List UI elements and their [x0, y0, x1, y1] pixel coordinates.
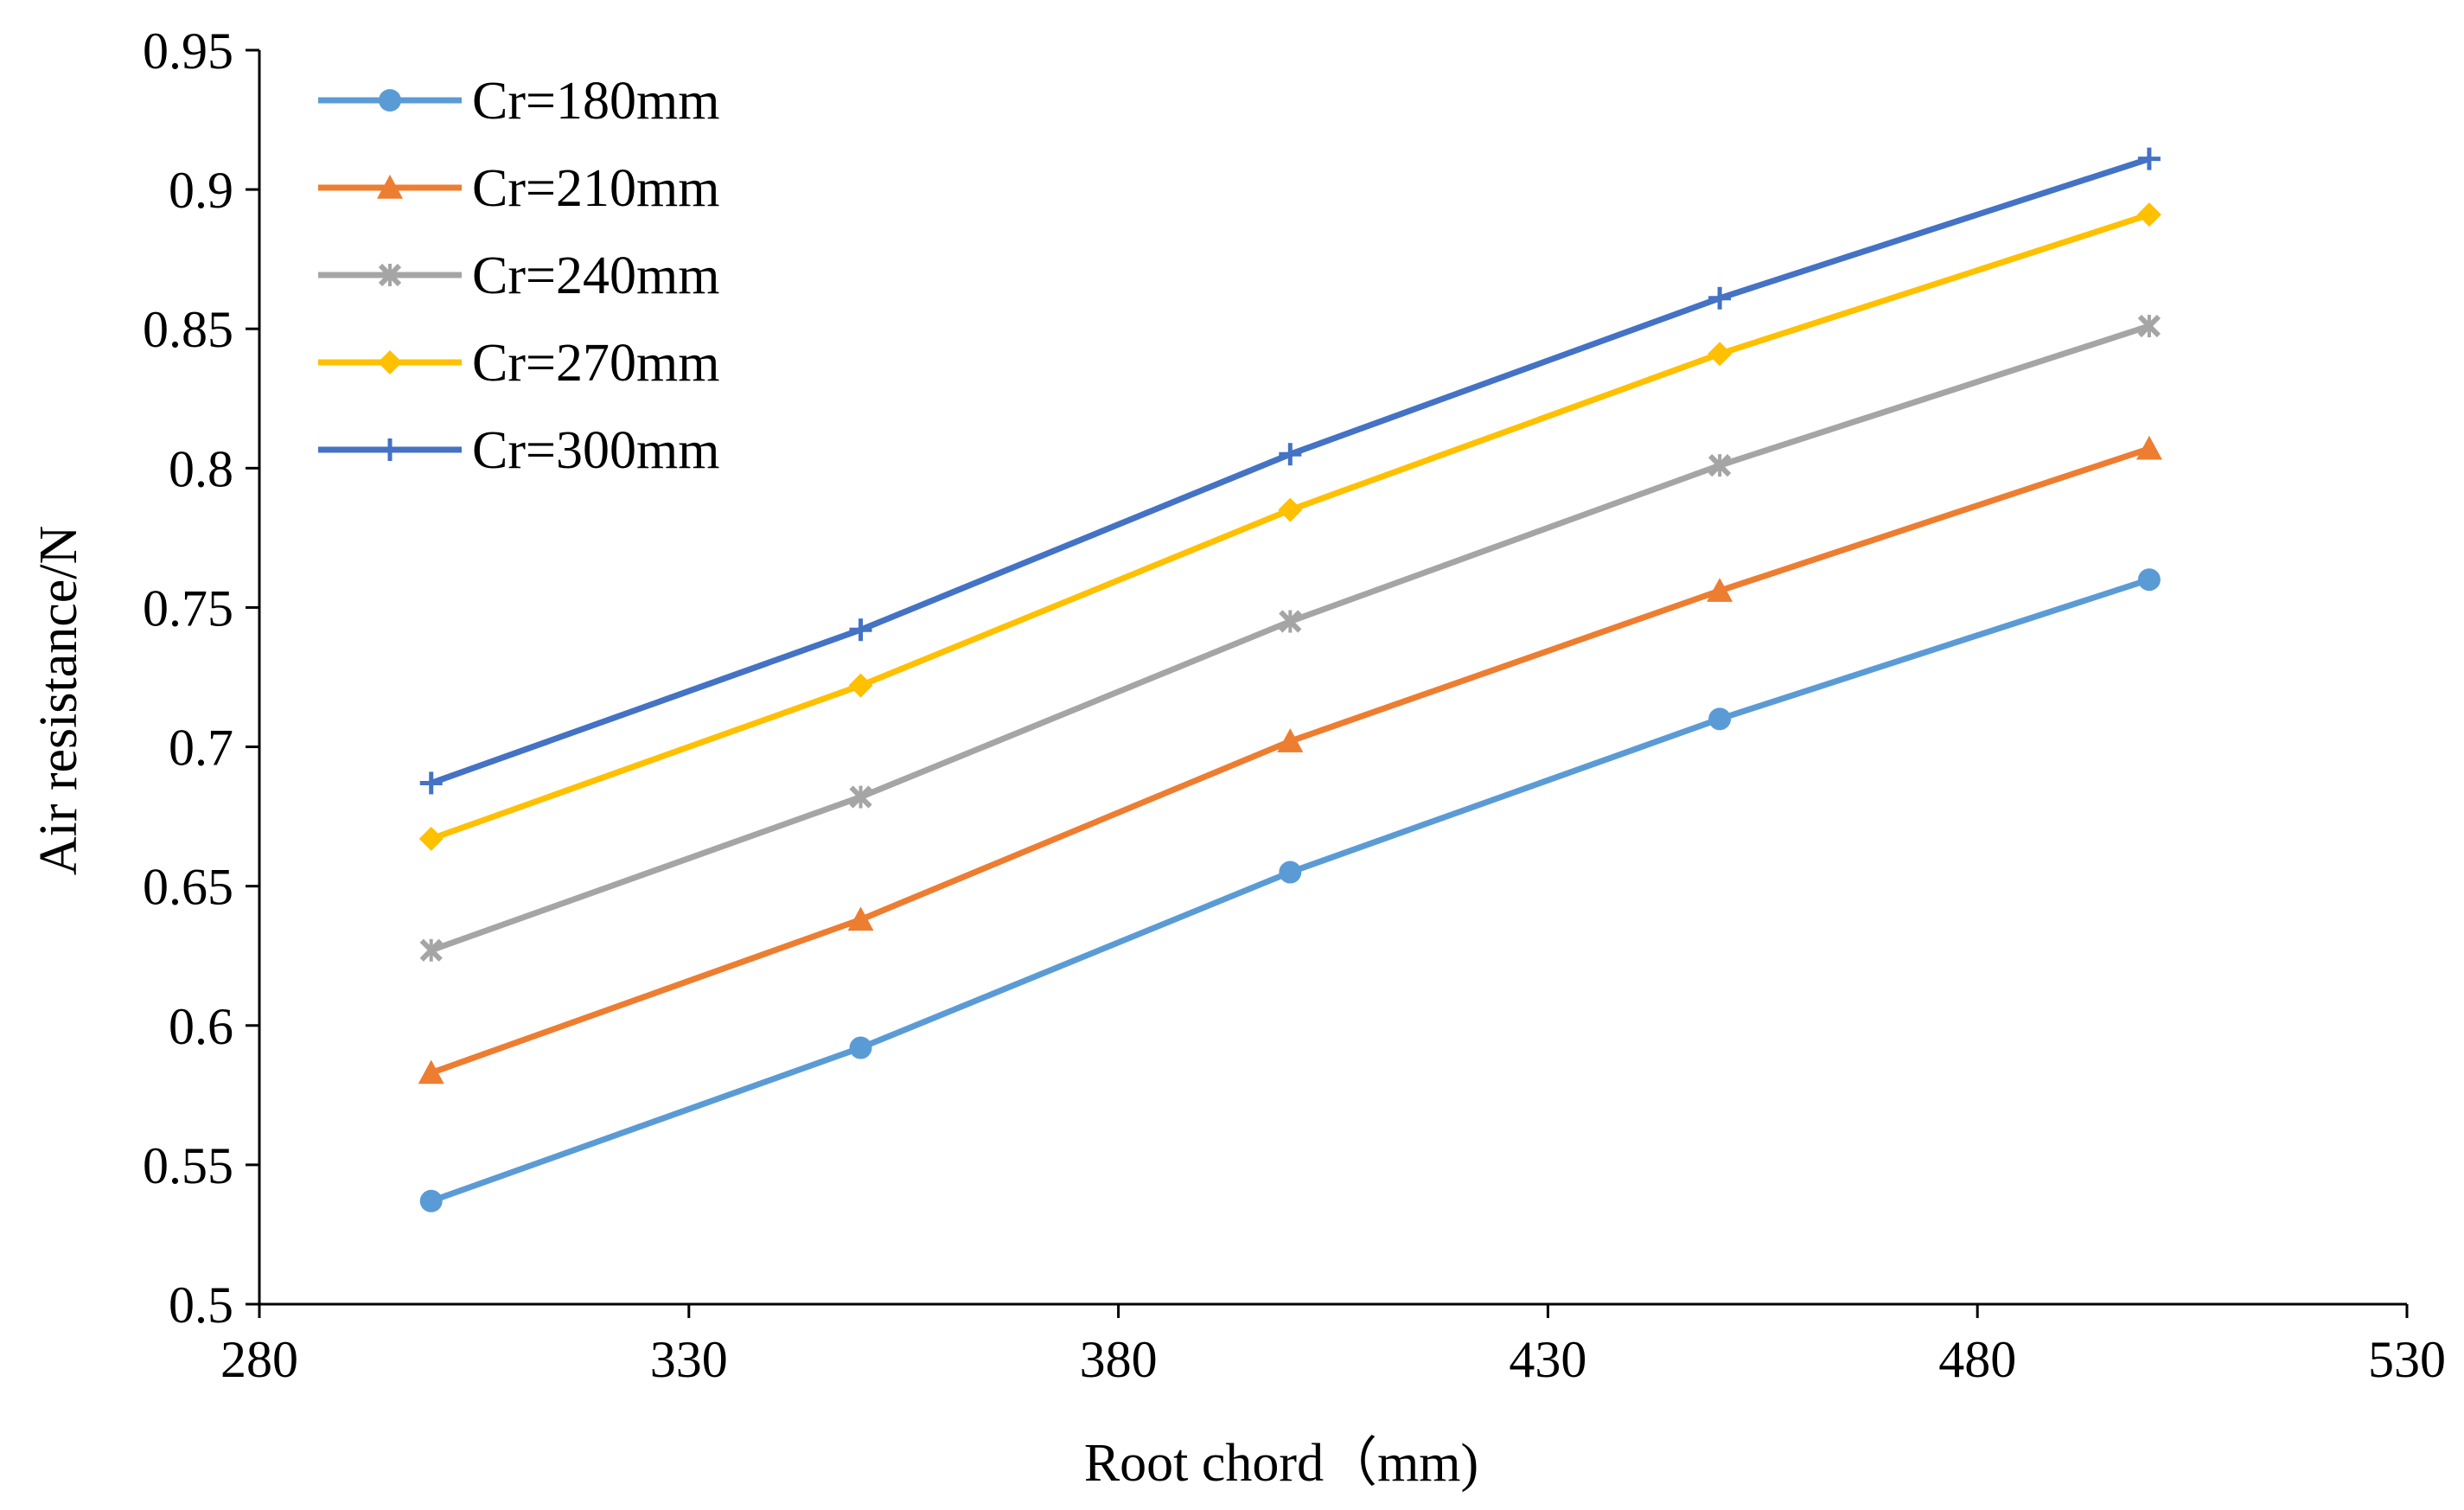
- legend-label: Cr=300mm: [472, 421, 719, 480]
- data-point-cr-300mm: [849, 618, 872, 642]
- data-point-cr-240mm: [849, 785, 872, 809]
- legend-label: Cr=270mm: [472, 334, 719, 393]
- y-tick-label: 0.9: [169, 162, 233, 219]
- x-tick-label: 380: [1080, 1331, 1158, 1388]
- series-cr-300mm: [419, 147, 2161, 795]
- x-tick-label: 530: [2368, 1331, 2446, 1388]
- x-tick-label: 330: [650, 1331, 728, 1388]
- y-tick-label: 0.7: [169, 720, 233, 777]
- legend-label: Cr=210mm: [472, 159, 719, 218]
- data-point-cr-180mm: [1708, 707, 1732, 731]
- legend-marker: [379, 438, 401, 461]
- chart-axes: 0.5 0.55 0.6 0.65 0.7 0.75 0.8 0.85 0.9 0.95 280 33…: [143, 22, 2446, 1388]
- data-point-cr-180mm: [2137, 568, 2161, 592]
- legend-item-cr-180mm: Cr=180mm: [318, 72, 719, 131]
- y-tick-label: 0.55: [143, 1137, 233, 1194]
- data-point-cr-300mm: [2137, 147, 2161, 170]
- y-tick-label: 0.85: [143, 301, 233, 358]
- data-point-cr-210mm: [1277, 728, 1304, 752]
- y-tick-label: 0.65: [143, 859, 233, 916]
- data-point-cr-300mm: [1279, 443, 1302, 466]
- y-axis-title: Air resistance/N: [29, 526, 88, 876]
- chart-series: [418, 147, 2162, 1212]
- data-point-cr-240mm: [419, 938, 443, 962]
- data-point-cr-300mm: [1708, 286, 1732, 310]
- legend-marker: [379, 89, 401, 112]
- data-point-cr-180mm: [1279, 861, 1302, 884]
- series-cr-210mm: [418, 435, 2162, 1085]
- series-line-cr-210mm: [428, 445, 2153, 1077]
- y-tick-label: 0.5: [169, 1276, 233, 1334]
- legend-item-cr-270mm: Cr=270mm: [318, 334, 719, 393]
- x-axis-title: Root chord（mm): [1084, 1434, 1478, 1493]
- series-line-cr-240mm: [428, 323, 2153, 954]
- data-point-cr-210mm: [1707, 578, 1733, 602]
- data-point-cr-240mm: [1708, 453, 1732, 477]
- data-point-cr-210mm: [418, 1059, 444, 1085]
- data-point-cr-240mm: [1279, 610, 1302, 633]
- data-point-cr-210mm: [2135, 435, 2162, 460]
- data-point-cr-270mm: [848, 673, 873, 698]
- legend-label: Cr=180mm: [472, 72, 719, 131]
- y-tick-label: 0.75: [143, 579, 233, 637]
- legend-item-cr-240mm: Cr=240mm: [318, 246, 719, 305]
- series-cr-270mm: [418, 202, 2161, 851]
- series-cr-180mm: [419, 568, 2161, 1212]
- legend-label: Cr=240mm: [472, 246, 719, 305]
- y-tick-label: 0.6: [169, 998, 233, 1055]
- data-point-cr-270mm: [418, 826, 444, 851]
- data-point-cr-180mm: [419, 1189, 443, 1212]
- data-point-cr-270mm: [1708, 342, 1733, 367]
- legend-marker: [378, 350, 402, 374]
- legend-item-cr-210mm: Cr=210mm: [318, 159, 719, 218]
- x-tick-label: 480: [1938, 1331, 2016, 1388]
- data-point-cr-240mm: [2137, 314, 2161, 338]
- legend-marker: [378, 263, 402, 287]
- data-point-cr-270mm: [2136, 202, 2161, 227]
- chart-legend: Cr=180mm Cr=210mm Cr=240mm Cr=270mm Cr=300mm: [318, 72, 719, 480]
- legend-item-cr-300mm: Cr=300mm: [318, 421, 719, 480]
- series-cr-240mm: [419, 314, 2161, 962]
- legend-marker: [377, 175, 403, 199]
- data-point-cr-210mm: [847, 906, 874, 931]
- y-tick-label: 0.95: [143, 22, 233, 80]
- x-tick-label: 280: [220, 1331, 298, 1388]
- data-point-cr-180mm: [849, 1036, 872, 1059]
- series-line-cr-180mm: [428, 576, 2153, 1205]
- y-tick-label: 0.8: [169, 440, 233, 497]
- data-point-cr-300mm: [419, 771, 443, 795]
- data-point-cr-270mm: [1278, 497, 1303, 522]
- x-tick-label: 430: [1509, 1331, 1586, 1388]
